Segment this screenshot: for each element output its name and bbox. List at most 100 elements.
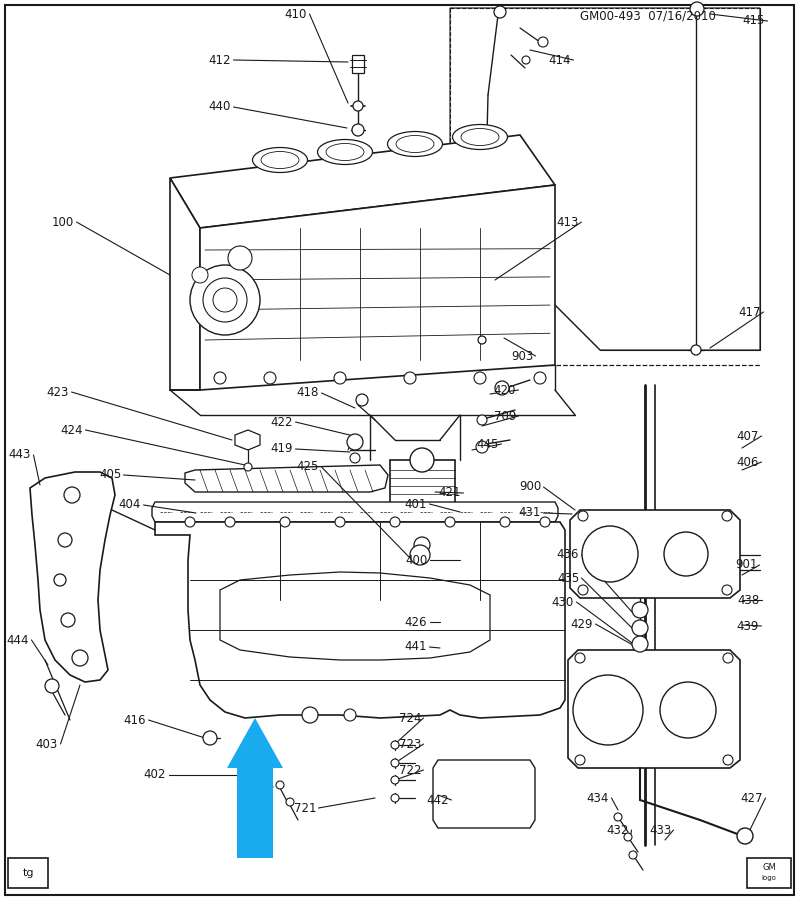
Text: GM: GM xyxy=(762,863,776,872)
Ellipse shape xyxy=(261,151,299,168)
Bar xyxy=(8,858,48,888)
Text: 421: 421 xyxy=(439,487,461,500)
Text: 430: 430 xyxy=(552,596,574,608)
Circle shape xyxy=(264,372,276,384)
Text: 431: 431 xyxy=(519,507,541,519)
Circle shape xyxy=(500,517,510,527)
Circle shape xyxy=(276,781,284,789)
Text: 423: 423 xyxy=(47,385,70,399)
Polygon shape xyxy=(155,522,565,718)
Circle shape xyxy=(573,675,643,745)
Circle shape xyxy=(64,487,80,503)
Circle shape xyxy=(414,537,430,553)
Text: 709: 709 xyxy=(494,410,516,422)
Circle shape xyxy=(225,517,235,527)
Text: logo: logo xyxy=(761,875,777,881)
Text: 903: 903 xyxy=(511,349,533,363)
Text: 722: 722 xyxy=(399,763,421,777)
Circle shape xyxy=(404,372,416,384)
Text: 419: 419 xyxy=(271,443,293,455)
Circle shape xyxy=(722,585,732,595)
Circle shape xyxy=(660,682,716,738)
Circle shape xyxy=(691,345,701,355)
Text: 433: 433 xyxy=(649,824,671,836)
Circle shape xyxy=(302,707,318,723)
Text: 439: 439 xyxy=(737,619,759,633)
Circle shape xyxy=(575,755,585,765)
Circle shape xyxy=(614,813,622,821)
Polygon shape xyxy=(433,760,535,828)
Text: 424: 424 xyxy=(61,424,83,436)
Circle shape xyxy=(190,265,260,335)
Circle shape xyxy=(286,798,294,806)
Circle shape xyxy=(353,101,363,111)
Text: 440: 440 xyxy=(209,101,231,113)
Circle shape xyxy=(72,650,88,666)
Polygon shape xyxy=(170,178,200,390)
Circle shape xyxy=(723,653,733,663)
Text: 724: 724 xyxy=(399,712,421,724)
Bar xyxy=(747,858,791,888)
Text: 401: 401 xyxy=(405,498,427,510)
Text: 721: 721 xyxy=(294,802,316,814)
Ellipse shape xyxy=(252,148,308,173)
Circle shape xyxy=(632,620,648,636)
Text: 412: 412 xyxy=(209,53,231,67)
Text: 415: 415 xyxy=(743,14,765,28)
Circle shape xyxy=(445,517,455,527)
Circle shape xyxy=(45,679,59,693)
Text: 444: 444 xyxy=(6,634,30,646)
Polygon shape xyxy=(450,8,760,350)
Circle shape xyxy=(391,776,399,784)
Circle shape xyxy=(575,653,585,663)
Text: GM00-493  07/16/2010: GM00-493 07/16/2010 xyxy=(580,10,716,22)
Text: 429: 429 xyxy=(570,617,593,631)
Text: 436: 436 xyxy=(557,548,579,562)
Text: 443: 443 xyxy=(9,448,31,462)
Polygon shape xyxy=(227,718,283,858)
Circle shape xyxy=(722,511,732,521)
Circle shape xyxy=(629,851,637,859)
Circle shape xyxy=(203,278,247,322)
Text: 416: 416 xyxy=(124,714,146,726)
Circle shape xyxy=(54,574,66,586)
Polygon shape xyxy=(200,185,555,390)
Circle shape xyxy=(214,372,226,384)
Circle shape xyxy=(61,613,75,627)
Text: 901: 901 xyxy=(735,559,757,572)
Circle shape xyxy=(390,517,400,527)
Text: tg: tg xyxy=(22,868,34,878)
Circle shape xyxy=(494,6,506,18)
Text: 438: 438 xyxy=(737,593,759,607)
Circle shape xyxy=(213,288,237,312)
Circle shape xyxy=(228,246,252,270)
Circle shape xyxy=(578,511,588,521)
Circle shape xyxy=(410,545,430,565)
Circle shape xyxy=(185,517,195,527)
Polygon shape xyxy=(570,510,740,598)
Text: 422: 422 xyxy=(271,416,293,428)
Text: 407: 407 xyxy=(737,429,759,443)
Text: 420: 420 xyxy=(494,383,516,397)
Text: 410: 410 xyxy=(284,7,307,21)
Ellipse shape xyxy=(461,129,499,146)
Circle shape xyxy=(261,765,269,773)
Text: 405: 405 xyxy=(99,469,121,482)
Circle shape xyxy=(632,636,648,652)
Circle shape xyxy=(723,755,733,765)
Circle shape xyxy=(540,517,550,527)
Text: 445: 445 xyxy=(477,437,499,451)
Circle shape xyxy=(534,372,546,384)
Circle shape xyxy=(344,709,356,721)
Circle shape xyxy=(737,828,753,844)
Circle shape xyxy=(578,585,588,595)
Text: 413: 413 xyxy=(557,215,579,229)
Text: 402: 402 xyxy=(144,769,166,781)
Circle shape xyxy=(244,463,252,471)
Circle shape xyxy=(203,731,217,745)
Text: 442: 442 xyxy=(427,794,449,806)
Polygon shape xyxy=(235,430,260,450)
Polygon shape xyxy=(185,465,388,492)
Text: 432: 432 xyxy=(606,824,629,836)
Circle shape xyxy=(478,336,486,344)
